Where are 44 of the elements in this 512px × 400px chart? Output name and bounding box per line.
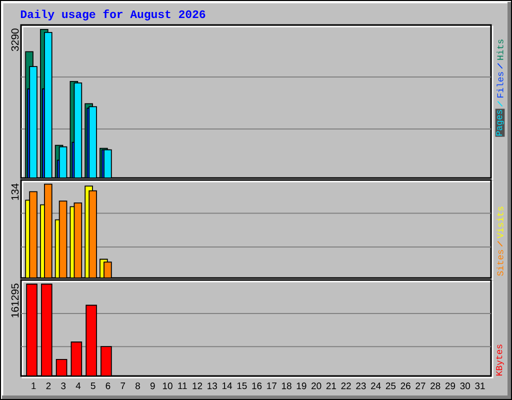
text: Visits: [496, 206, 504, 238]
x-tick-label: 13: [208, 382, 217, 390]
x-tick-label: 12: [192, 382, 202, 390]
x-tick-label: 11: [178, 382, 187, 390]
x-tick-label: 15: [237, 382, 247, 390]
x-tick-label: 1: [32, 382, 36, 390]
legend-label: Files: [496, 72, 504, 98]
x-tick-label: 19: [296, 382, 306, 390]
text: Hits: [496, 40, 504, 60]
text: 3290: [11, 28, 19, 52]
text: 161295: [11, 284, 19, 318]
x-tick-label: 2: [46, 382, 51, 390]
x-tick-label: 14: [222, 382, 232, 390]
bar: [41, 284, 52, 376]
x-tick-label: 9: [150, 382, 155, 390]
x-tick-label: 22: [341, 382, 351, 390]
x-tick-label: 29: [445, 382, 456, 390]
x-tick-label: 25: [386, 382, 396, 390]
x-tick-label: 23: [356, 382, 366, 390]
x-tick-label: 30: [460, 382, 470, 390]
legend-label: Pages: [496, 110, 504, 136]
x-tick-label: 16: [252, 382, 262, 390]
chart-title: Daily usage for August 2026: [20, 10, 206, 20]
x-tick-label: 26: [400, 382, 410, 390]
x-tick-label: 28: [430, 382, 440, 390]
x-tick-label: 7: [120, 382, 126, 390]
x-tick-label: 8: [136, 382, 140, 390]
text: KBytes: [496, 344, 504, 376]
x-tick-label: 24: [371, 382, 381, 390]
x-tick-label: 17: [267, 382, 276, 390]
legend-label: Sites: [496, 250, 504, 276]
bar: [86, 304, 97, 376]
x-tick-label: 21: [326, 382, 336, 390]
bar: [26, 284, 38, 376]
text: 134: [11, 184, 19, 200]
x-tick-label: 4: [76, 382, 81, 390]
x-tick-label: 20: [312, 382, 322, 390]
x-tick-label: 18: [282, 382, 292, 390]
x-tick-label: 27: [416, 382, 426, 390]
x-tick-label: 10: [162, 382, 172, 390]
x-tick-label: 3: [61, 382, 66, 390]
x-tick-label: 5: [90, 382, 96, 390]
x-tick-label: 6: [106, 382, 110, 390]
x-tick-label: 31: [475, 382, 485, 390]
